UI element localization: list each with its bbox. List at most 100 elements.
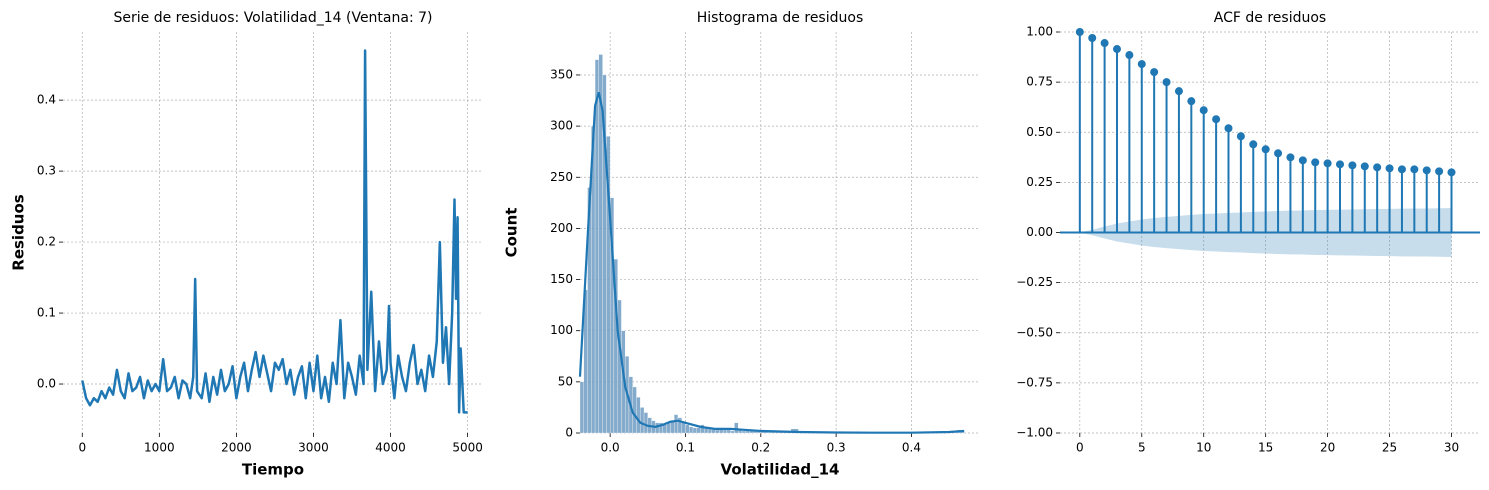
stem-marker — [1236, 132, 1245, 141]
y-tick-label: 100 — [550, 323, 573, 337]
y-tick-label: −0.50 — [1016, 325, 1053, 339]
series-line — [81, 49, 468, 414]
histogram-bar — [741, 430, 746, 434]
histogram-bar — [730, 430, 735, 434]
y-tick-label: 0.4 — [37, 93, 56, 107]
histogram-bar — [685, 424, 690, 434]
stem-marker — [1187, 97, 1196, 106]
y-tick-label: 300 — [550, 119, 573, 133]
stem-marker — [1323, 159, 1332, 168]
y-tick-label: 0.1 — [37, 306, 56, 320]
y-tick-label: −1.00 — [1016, 426, 1053, 440]
stem-marker — [1112, 45, 1121, 54]
histogram-bar — [726, 429, 731, 434]
x-tick-label: 0.1 — [676, 441, 695, 455]
y-tick-label: −0.75 — [1016, 375, 1053, 389]
histogram-bar — [640, 407, 645, 434]
y-tick-label: 0.50 — [1026, 125, 1053, 139]
histogram-bar — [594, 59, 599, 434]
y-tick-label: 0.3 — [37, 164, 56, 178]
x-axis-label: Volatilidad_14 — [721, 461, 840, 479]
stem-marker — [1212, 115, 1221, 124]
x-tick-label: 5000 — [452, 441, 483, 455]
histogram-bar — [715, 429, 720, 434]
stem-marker — [1174, 87, 1183, 96]
stem-marker — [1336, 160, 1344, 169]
chart-title: ACF de residuos — [1214, 10, 1326, 26]
x-tick-label: 30 — [1444, 441, 1459, 455]
y-axis-label: Count — [503, 208, 521, 258]
x-tick-label: 4000 — [375, 441, 406, 455]
histogram-bar — [681, 422, 686, 434]
y-tick-label: 0.2 — [37, 235, 56, 249]
stem-marker — [1410, 165, 1419, 174]
x-tick-label: 2000 — [221, 441, 252, 455]
y-tick-label: 250 — [550, 170, 573, 184]
stem-marker — [1150, 68, 1159, 77]
histogram-bar — [722, 429, 728, 434]
y-tick-label: 0.25 — [1026, 175, 1053, 189]
histogram-bar — [696, 427, 701, 434]
stem-marker — [1397, 165, 1406, 174]
histogram-bar — [745, 430, 750, 434]
histogram-bar — [636, 397, 641, 434]
stem-marker — [1125, 51, 1134, 60]
stem-marker — [1348, 161, 1357, 170]
histogram-bar — [632, 386, 637, 434]
histogram-bar — [734, 422, 739, 434]
stem-marker — [1286, 153, 1295, 162]
y-tick-label: 0.75 — [1026, 75, 1053, 89]
x-tick-label: 0.0 — [601, 441, 620, 455]
chart-title: Histograma de residuos — [697, 10, 863, 26]
chart-title: Serie de residuos: Volatilidad_14 (Venta… — [114, 10, 433, 26]
histogram-bar — [662, 424, 667, 434]
stem-marker — [1311, 158, 1320, 167]
y-tick-label: 1.00 — [1026, 25, 1053, 39]
histogram-bar — [643, 412, 648, 434]
y-tick-label: 0.00 — [1026, 225, 1053, 239]
stem-marker — [1385, 164, 1394, 173]
x-tick-label: 3000 — [298, 441, 329, 455]
stem-marker — [1088, 34, 1097, 43]
histogram-bar — [579, 381, 584, 434]
y-tick-label: 200 — [550, 221, 573, 235]
y-axis-label: Residuos — [10, 194, 28, 271]
y-tick-label: 0 — [565, 426, 573, 440]
stem-marker — [1274, 149, 1283, 158]
histogram-bar — [689, 426, 694, 434]
x-tick-label: 0.4 — [902, 441, 921, 455]
stem-marker — [1137, 60, 1146, 69]
stem-marker — [1298, 156, 1307, 165]
histogram-bar — [674, 414, 679, 434]
x-tick-label: 25 — [1382, 441, 1397, 455]
histogram-bar — [707, 428, 712, 434]
x-tick-label: 0 — [1076, 441, 1084, 455]
x-axis-label: Tiempo — [242, 461, 304, 479]
x-tick-label: 1000 — [144, 441, 175, 455]
y-tick-label: 0.0 — [37, 377, 56, 391]
x-tick-label: 0 — [78, 441, 86, 455]
histogram-bar — [692, 427, 697, 434]
histogram-bar — [617, 299, 622, 434]
stem-marker — [1422, 166, 1431, 175]
stem-marker — [1373, 163, 1382, 172]
x-tick-label: 0.3 — [827, 441, 846, 455]
y-tick-label: −0.25 — [1016, 275, 1053, 289]
stem-marker — [1249, 140, 1258, 149]
stem-marker — [1162, 78, 1171, 87]
x-tick-label: 20 — [1320, 441, 1335, 455]
stem-marker — [1435, 167, 1444, 176]
histogram-bar — [666, 422, 671, 434]
stem-marker — [1100, 39, 1109, 48]
x-tick-label: 5 — [1138, 441, 1146, 455]
histogram-bar — [655, 422, 660, 434]
stem-marker — [1224, 124, 1233, 133]
stem-marker — [1075, 28, 1084, 36]
x-tick-label: 0.2 — [751, 441, 770, 455]
kde-line — [578, 92, 965, 434]
stem-marker — [1447, 168, 1456, 177]
stem-marker — [1199, 106, 1208, 115]
x-tick-label: 10 — [1196, 441, 1211, 455]
y-tick-label: 350 — [550, 67, 573, 81]
stem-marker — [1261, 145, 1270, 154]
